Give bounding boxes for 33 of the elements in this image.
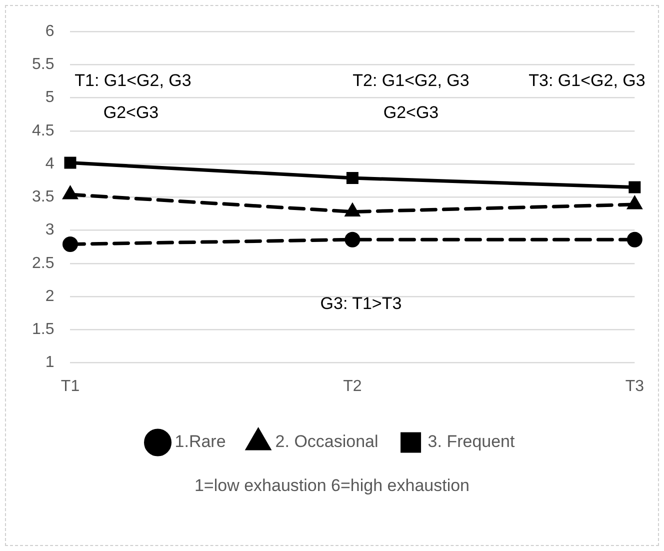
y-tick-label: 2 <box>45 288 54 305</box>
annotation: G2<G3 <box>383 103 439 123</box>
text: 1=low exhaustion 6=high exhaustion <box>193 476 471 496</box>
x-tick-label: T1 <box>60 378 80 395</box>
point <box>63 186 78 200</box>
annotation: T1: G1<G2, G3 <box>74 71 192 91</box>
annotation: G2<G3 <box>103 103 159 123</box>
annotation: T2: G1<G2, G3 <box>352 71 470 91</box>
y-tick-label: 1 <box>45 354 54 372</box>
point <box>344 232 360 248</box>
legend-label: 1.Rare <box>174 432 226 452</box>
legend-label: 3. Frequent <box>428 432 516 452</box>
point <box>628 196 642 210</box>
x-tick-label: T2 <box>343 378 362 395</box>
annotation: T3: G1<G2, G3 <box>528 71 646 91</box>
y-tick-label: 2.5 <box>32 254 54 272</box>
point <box>626 232 642 248</box>
y-tick-label: 4.5 <box>32 122 54 140</box>
point <box>64 156 76 169</box>
annotation: G3: T1>T3 <box>320 294 402 314</box>
point <box>628 181 641 194</box>
y-tick-label: 5 <box>45 89 54 106</box>
x-tick-label: T3 <box>625 378 644 395</box>
y-tick-label: 6 <box>45 23 54 40</box>
point <box>346 204 360 217</box>
y-tick-label: 3 <box>45 222 54 239</box>
point <box>62 236 78 252</box>
y-tick-label: 3.5 <box>32 188 54 206</box>
y-tick-label: 5.5 <box>32 56 54 74</box>
y-tick-label: 4 <box>45 155 54 172</box>
y-tick-label: 1.5 <box>32 321 54 338</box>
legend-label: 2. Occasional <box>275 432 378 452</box>
point <box>346 172 358 184</box>
